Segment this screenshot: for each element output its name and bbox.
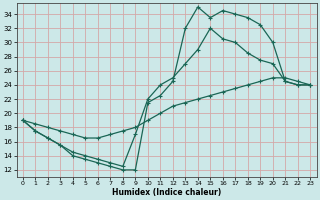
- X-axis label: Humidex (Indice chaleur): Humidex (Indice chaleur): [112, 188, 221, 197]
